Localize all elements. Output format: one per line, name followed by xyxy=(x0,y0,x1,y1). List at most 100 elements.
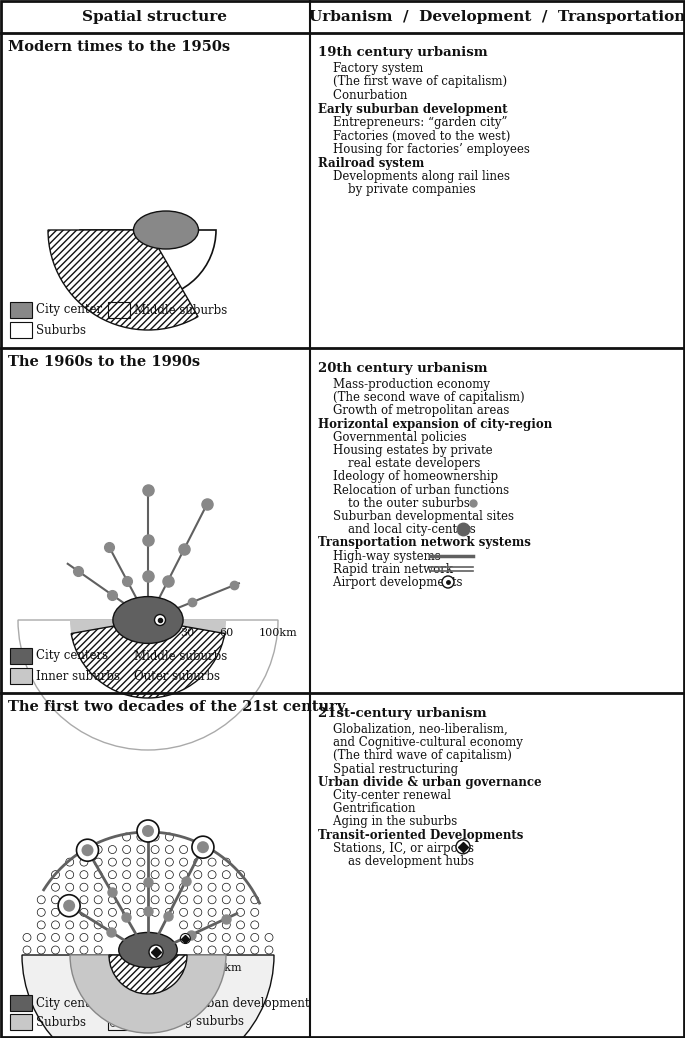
Text: Railroad system: Railroad system xyxy=(318,157,424,169)
Text: Urban divide & urban governance: Urban divide & urban governance xyxy=(318,775,542,789)
Circle shape xyxy=(149,945,163,959)
Circle shape xyxy=(194,921,202,929)
Wedge shape xyxy=(18,620,278,750)
Circle shape xyxy=(165,883,173,892)
Wedge shape xyxy=(109,955,187,994)
Wedge shape xyxy=(48,230,198,330)
Circle shape xyxy=(151,896,159,904)
Wedge shape xyxy=(70,955,226,1033)
Circle shape xyxy=(66,883,74,892)
Circle shape xyxy=(155,614,166,626)
Circle shape xyxy=(194,908,202,917)
Circle shape xyxy=(37,908,45,917)
Circle shape xyxy=(80,946,88,954)
Text: Factory system: Factory system xyxy=(318,62,423,75)
Text: Shrinking suburbs: Shrinking suburbs xyxy=(134,1015,244,1029)
Circle shape xyxy=(51,933,60,941)
Circle shape xyxy=(208,946,216,954)
Text: 20th century urbanism: 20th century urbanism xyxy=(318,362,488,375)
Wedge shape xyxy=(22,955,274,1038)
Circle shape xyxy=(137,834,145,841)
Circle shape xyxy=(51,946,60,954)
Circle shape xyxy=(165,896,173,904)
Circle shape xyxy=(236,908,245,917)
Text: Transit-oriented Developments: Transit-oriented Developments xyxy=(318,828,523,842)
Text: real estate developers: real estate developers xyxy=(318,457,480,470)
Circle shape xyxy=(137,883,145,892)
Text: Suburban developmental sites: Suburban developmental sites xyxy=(318,510,514,523)
Circle shape xyxy=(151,883,159,892)
Text: (The third wave of capitalism): (The third wave of capitalism) xyxy=(318,749,512,762)
Circle shape xyxy=(194,933,202,941)
Circle shape xyxy=(208,933,216,941)
Circle shape xyxy=(94,883,102,892)
Circle shape xyxy=(123,834,131,841)
Circle shape xyxy=(179,846,188,853)
Bar xyxy=(108,648,130,664)
Bar xyxy=(108,302,130,318)
Text: Ideology of homeownership: Ideology of homeownership xyxy=(318,470,498,484)
Circle shape xyxy=(208,921,216,929)
Circle shape xyxy=(251,933,259,941)
Text: Entrepreneurs: “garden city”: Entrepreneurs: “garden city” xyxy=(318,116,508,129)
Text: Housing estates by private: Housing estates by private xyxy=(318,444,493,457)
Circle shape xyxy=(137,846,145,853)
Bar xyxy=(10,1014,32,1030)
Text: 60: 60 xyxy=(219,628,233,638)
Circle shape xyxy=(80,921,88,929)
Text: (The first wave of capitalism): (The first wave of capitalism) xyxy=(318,76,507,88)
Circle shape xyxy=(165,858,173,866)
Circle shape xyxy=(110,1014,116,1019)
Circle shape xyxy=(194,946,202,954)
Circle shape xyxy=(456,840,470,854)
Text: Globalization, neo-liberalism,: Globalization, neo-liberalism, xyxy=(318,723,508,736)
Text: 60km: 60km xyxy=(210,963,242,973)
Text: The first two decades of the 21st century: The first two decades of the 21st centur… xyxy=(8,700,345,714)
Circle shape xyxy=(236,896,245,904)
Circle shape xyxy=(108,858,116,866)
Circle shape xyxy=(51,921,60,929)
Text: Gentrification: Gentrification xyxy=(318,802,416,815)
Circle shape xyxy=(94,921,102,929)
Text: City-center renewal: City-center renewal xyxy=(318,789,451,802)
Text: Transportation network systems: Transportation network systems xyxy=(318,537,531,549)
Circle shape xyxy=(223,933,230,941)
Circle shape xyxy=(37,921,45,929)
Text: Aging in the suburbs: Aging in the suburbs xyxy=(318,816,458,828)
Text: 100km: 100km xyxy=(259,628,297,638)
Wedge shape xyxy=(70,620,226,698)
Circle shape xyxy=(151,846,159,853)
Circle shape xyxy=(94,896,102,904)
Circle shape xyxy=(58,895,80,917)
Circle shape xyxy=(108,908,116,917)
Text: and Cognitive-cultural economy: and Cognitive-cultural economy xyxy=(318,736,523,749)
Circle shape xyxy=(208,871,216,878)
Circle shape xyxy=(125,1014,129,1019)
Text: Governmental policies: Governmental policies xyxy=(318,431,466,444)
Circle shape xyxy=(165,846,173,853)
Text: Center of urban development: Center of urban development xyxy=(134,996,310,1010)
Text: and local city-centers: and local city-centers xyxy=(318,523,476,537)
Circle shape xyxy=(51,908,60,917)
Circle shape xyxy=(94,933,102,941)
Text: Suburbs: Suburbs xyxy=(36,1015,86,1029)
Text: City centers: City centers xyxy=(36,996,108,1010)
Circle shape xyxy=(118,1014,123,1019)
Circle shape xyxy=(94,846,102,853)
Circle shape xyxy=(80,858,88,866)
Circle shape xyxy=(66,921,74,929)
Circle shape xyxy=(118,1021,123,1027)
Circle shape xyxy=(265,933,273,941)
Circle shape xyxy=(208,858,216,866)
Bar xyxy=(10,668,32,684)
Circle shape xyxy=(137,896,145,904)
Circle shape xyxy=(223,921,230,929)
Circle shape xyxy=(80,871,88,878)
Circle shape xyxy=(63,900,75,911)
Circle shape xyxy=(66,933,74,941)
Circle shape xyxy=(66,946,74,954)
Circle shape xyxy=(37,896,45,904)
Circle shape xyxy=(94,946,102,954)
Bar xyxy=(108,1014,130,1030)
Circle shape xyxy=(123,858,131,866)
